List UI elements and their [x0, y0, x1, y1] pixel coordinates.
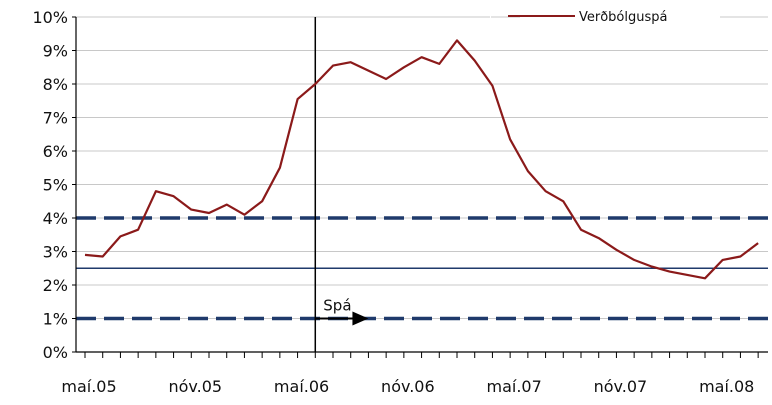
series-line: [84, 39, 759, 280]
x-tick-labels: maí.05 nóv.05 maí.06 nóv.06 maí.07 nóv.07 maí.…: [61, 377, 754, 396]
y-tick-label: 0%: [43, 343, 68, 362]
reference-lines: [76, 17, 768, 352]
y-tick-label: 2%: [43, 276, 68, 295]
x-tick-label: maí.07: [487, 377, 542, 396]
y-tick-label: 1%: [43, 310, 68, 329]
x-tick-label: nóv.07: [594, 377, 648, 396]
annotation: Spá: [315, 297, 369, 326]
y-tick-label: 5%: [43, 176, 68, 195]
legend: Verðbólguspá: [490, 2, 760, 28]
legend-label: Verðbólguspá: [579, 10, 667, 25]
y-tick-label: 7%: [43, 109, 68, 128]
y-tick-label: 4%: [43, 209, 68, 228]
x-tick-label: maí.08: [699, 377, 754, 396]
axes: [72, 16, 768, 358]
gridlines: [76, 16, 768, 319]
y-tick-label: 9%: [43, 42, 68, 61]
forecast-annotation-label: Spá: [323, 297, 351, 315]
x-tick-label: maí.05: [61, 377, 116, 396]
x-tick-label: nóv.06: [381, 377, 435, 396]
y-tick-label: 10%: [32, 8, 68, 27]
y-tick-label: 8%: [43, 75, 68, 94]
y-tick-labels: 0% 1% 2% 3% 4% 5% 6% 7% 8% 9% 10%: [32, 8, 68, 362]
y-tick-label: 6%: [43, 142, 68, 161]
y-tick-label: 3%: [43, 243, 68, 262]
x-tick-label: nóv.05: [168, 377, 222, 396]
x-tick-label: maí.06: [274, 377, 329, 396]
forecast-arrow-head: [352, 311, 369, 326]
series-layer: [84, 39, 759, 280]
